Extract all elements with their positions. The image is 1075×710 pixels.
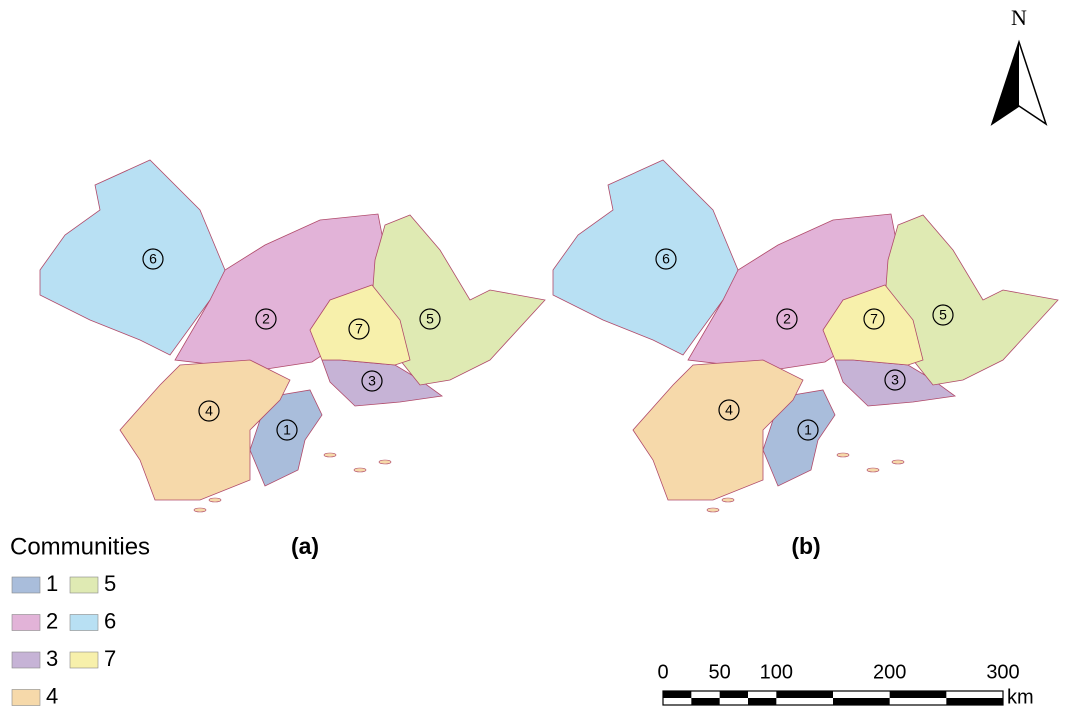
region-label: 6 <box>662 251 670 267</box>
legend-swatch <box>12 615 40 631</box>
scale-segment <box>946 698 1003 705</box>
scale-bar: 0 50 100 200 300 km <box>657 661 1033 708</box>
island <box>867 468 879 472</box>
region-label: 1 <box>804 422 812 438</box>
legend-label: 7 <box>104 646 116 671</box>
page: N 1 2 3 4 5 6 7 1 2 3 4 5 6 7 (a) (b) Communities 1 2 3… <box>0 0 1075 710</box>
region-label: 6 <box>149 251 157 267</box>
legend-swatch <box>12 652 40 668</box>
legend-swatch <box>12 690 40 706</box>
region-label: 4 <box>725 402 733 418</box>
scale-unit: km <box>1007 686 1034 708</box>
scale-segment <box>663 691 691 698</box>
scale-tick-label: 300 <box>986 661 1019 683</box>
island <box>722 498 734 502</box>
legend-swatch <box>12 577 40 593</box>
region-label: 4 <box>205 403 213 419</box>
legend: 1 2 3 4 5 6 7 <box>12 571 116 709</box>
region-label: 3 <box>368 373 376 389</box>
scale-segment <box>833 698 890 705</box>
map-figure: N 1 2 3 4 5 6 7 1 2 3 4 5 6 7 (a) (b) Communities 1 2 3… <box>0 0 1075 710</box>
map-panel <box>553 160 1058 512</box>
legend-swatch <box>70 577 98 593</box>
legend-label: 2 <box>46 608 58 633</box>
region-label: 1 <box>283 422 291 438</box>
island <box>324 453 336 457</box>
panel-label: (b) <box>791 533 820 559</box>
region-label: 3 <box>891 372 899 388</box>
panel-label: (a) <box>291 533 319 559</box>
scale-segment <box>691 698 719 705</box>
island <box>707 508 719 512</box>
scale-segment <box>776 691 833 698</box>
legend-label: 4 <box>46 683 58 708</box>
legend-label: 1 <box>46 571 58 596</box>
legend-label: 6 <box>104 608 116 633</box>
legend-swatch <box>70 652 98 668</box>
scale-segment <box>890 691 947 698</box>
scale-segment <box>720 691 748 698</box>
region-label: 2 <box>783 311 791 327</box>
scale-tick-label: 0 <box>657 661 668 683</box>
scale-tick-label: 50 <box>709 661 731 683</box>
scale-tick-label: 200 <box>873 661 906 683</box>
legend-title: Communities <box>10 533 150 560</box>
island <box>194 508 206 512</box>
island <box>209 498 221 502</box>
legend-label: 5 <box>104 571 116 596</box>
region-label: 7 <box>870 311 878 327</box>
island <box>837 453 849 457</box>
island <box>379 460 391 464</box>
scale-tick-label: 100 <box>760 661 793 683</box>
region-label: 2 <box>262 311 270 327</box>
scale-segment <box>748 698 776 705</box>
legend-swatch <box>70 615 98 631</box>
region-label: 5 <box>939 307 947 323</box>
region-label: 7 <box>355 321 363 337</box>
north-label: N <box>1011 5 1027 30</box>
map-panel <box>40 160 545 512</box>
region-label: 5 <box>426 311 434 327</box>
island <box>892 460 904 464</box>
legend-label: 3 <box>46 646 58 671</box>
maps: 1 2 3 4 5 6 7 1 2 3 4 5 6 7 <box>40 160 1058 512</box>
island <box>354 468 366 472</box>
